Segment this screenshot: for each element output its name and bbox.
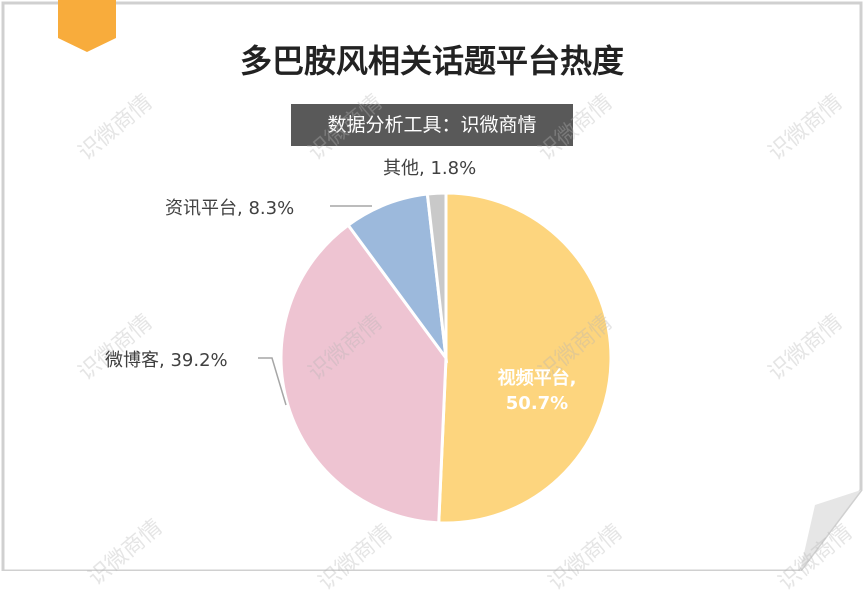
data-label: 视频平台, 50.7% — [497, 368, 577, 414]
pie-slice — [437, 191, 613, 525]
pie-slice — [346, 192, 449, 364]
data-label: 其他, 1.8% — [383, 158, 477, 179]
data-label: 资讯平台, 8.3% — [165, 198, 295, 219]
data-label: 微博客, 39.2% — [105, 350, 228, 371]
tab — [58, 0, 116, 52]
chart — [1, 0, 863, 571]
fold — [800, 490, 861, 571]
chart-title: 多巴胺风相关话题平台热度 — [239, 42, 624, 80]
subtitle: 数据分析工具：识微商情 — [291, 104, 573, 146]
pie-slice — [279, 223, 448, 525]
pie-slice — [425, 191, 448, 359]
leader-line — [258, 357, 287, 406]
